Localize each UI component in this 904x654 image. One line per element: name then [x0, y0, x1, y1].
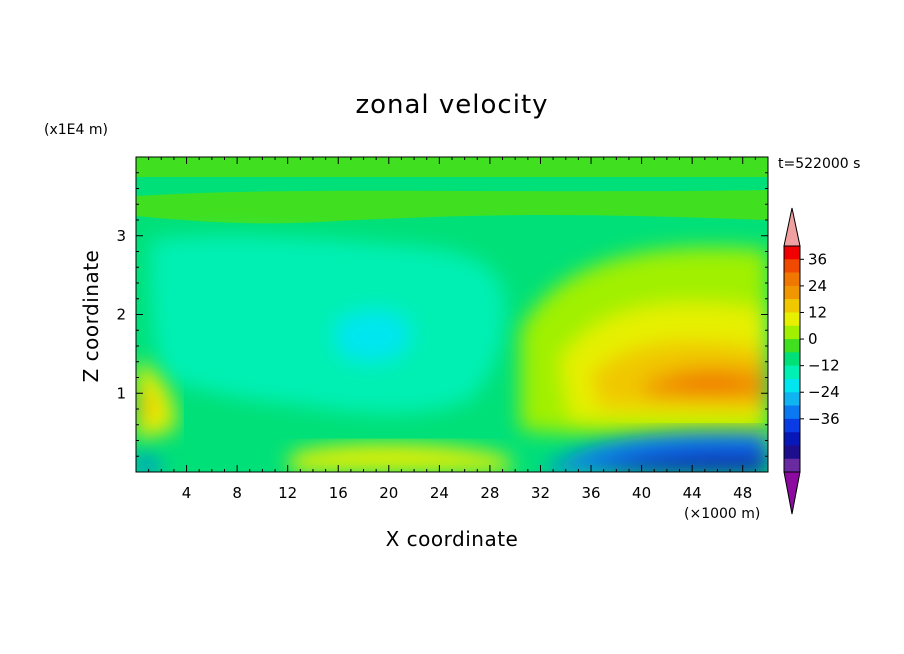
y-tick-label: 1 — [116, 384, 126, 402]
y-tick-label: 3 — [116, 227, 126, 245]
colorbar-label: 36 — [808, 250, 827, 268]
colorbar-segment — [784, 352, 800, 366]
colorbar-segment — [784, 445, 800, 460]
slow-zone — [150, 235, 506, 414]
x-tick-label: 8 — [232, 484, 242, 502]
x-tick-label: 28 — [480, 484, 499, 502]
colorbar-label: 12 — [808, 303, 827, 321]
colorbar: 36 24 12 0 −12 −24 −36 — [783, 207, 840, 515]
x-tick-label: 20 — [379, 484, 398, 502]
surface-negative-jet — [136, 431, 768, 472]
colorbar-segment — [784, 339, 800, 353]
x-axis-label: X coordinate — [386, 527, 519, 551]
y-axis-label: Z coordinate — [79, 250, 103, 383]
colorbar-segment — [784, 405, 800, 420]
colorbar-segment — [784, 392, 800, 406]
colorbar-upper-extension — [783, 207, 801, 247]
colorbar-segment — [784, 458, 800, 473]
x-tick-label: 44 — [683, 484, 702, 502]
colorbar-segment — [784, 378, 800, 393]
colorbar-segment — [784, 272, 800, 287]
x-tick-label: 12 — [278, 484, 297, 502]
colorbar-frame — [783, 245, 801, 473]
x-tick-label: 40 — [632, 484, 651, 502]
colorbar-segment — [784, 312, 800, 327]
colorbar-segment — [784, 285, 800, 300]
upper-green-band-2 — [136, 190, 768, 224]
time-label: t=522000 s — [778, 156, 860, 172]
x-ticks: 4 8 12 16 20 24 28 32 36 40 44 48 — [135, 157, 769, 502]
x-tick-label: 16 — [329, 484, 348, 502]
x-tick-label: 4 — [182, 484, 192, 502]
colorbar-label: −24 — [808, 383, 840, 401]
x-unit-label: (×1000 m) — [684, 506, 760, 522]
colorbar-segment — [784, 418, 800, 433]
colorbar-segment — [784, 259, 800, 273]
contour-field — [136, 157, 768, 472]
y-tick-label: 2 — [116, 306, 126, 324]
colorbar-label: 0 — [808, 330, 818, 348]
x-tick-label: 24 — [430, 484, 449, 502]
colorbar-segment — [784, 246, 800, 260]
x-tick-label: 36 — [581, 484, 600, 502]
chart-title: zonal velocity — [355, 90, 548, 120]
elevated-jet — [520, 247, 768, 450]
colorbar-segment — [784, 325, 800, 340]
colorbar-label: 24 — [808, 277, 827, 295]
y-unit-label: (x1E4 m) — [44, 122, 108, 138]
surface-band — [290, 444, 510, 472]
x-tick-label: 48 — [733, 484, 752, 502]
colorbar-segment — [784, 432, 800, 446]
upper-green-band — [136, 157, 768, 177]
colorbar-lower-extension — [783, 471, 801, 515]
colorbar-label: −12 — [808, 357, 840, 375]
colorbar-segment — [784, 365, 800, 380]
colorbar-label: −36 — [808, 410, 840, 428]
colorbar-segment — [784, 299, 800, 313]
x-tick-label: 32 — [531, 484, 550, 502]
y-ticks: 1 2 3 — [116, 156, 768, 473]
